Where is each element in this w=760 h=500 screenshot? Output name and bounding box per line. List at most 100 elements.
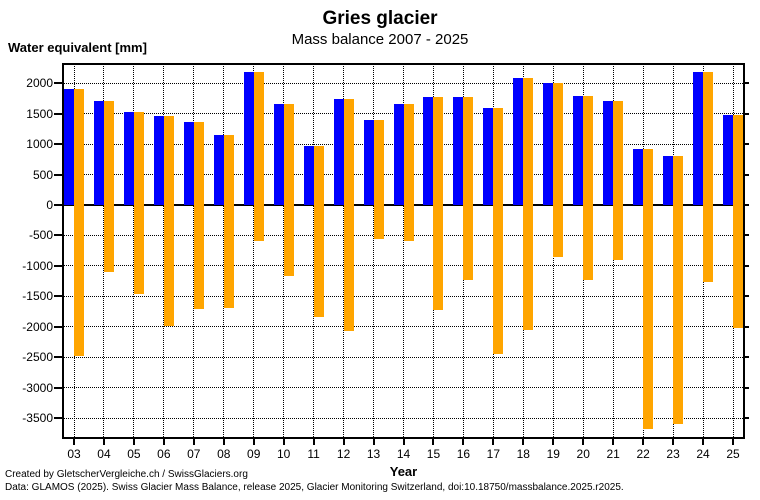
annual-balance-bar-06 (163, 116, 174, 327)
footer-credit: Created by GletscherVergleiche.ch / Swis… (5, 469, 248, 480)
horizontal-gridline (62, 82, 745, 84)
y-tick (54, 112, 62, 115)
winter-balance-bar-20 (573, 95, 584, 205)
y-tick-label: -1500 (22, 289, 53, 304)
winter-balance-bar-10 (273, 103, 284, 205)
x-tick-label: 19 (546, 447, 560, 461)
vertical-gridline (253, 63, 255, 439)
winter-balance-bar-06 (153, 116, 164, 205)
x-tick-label: 14 (396, 447, 411, 461)
plot-area (62, 63, 745, 439)
x-tick (222, 439, 225, 445)
y-tick-label: -3000 (22, 380, 53, 395)
winter-balance-bar-16 (453, 97, 464, 205)
x-tick-label: 06 (157, 447, 171, 461)
winter-balance-bar-25 (723, 115, 733, 205)
annual-balance-bar-18 (523, 78, 534, 330)
x-tick-label: 13 (366, 447, 381, 461)
annual-balance-bar-13 (373, 120, 384, 239)
x-tick (462, 439, 465, 445)
y-tick (54, 173, 62, 176)
x-tick-label: 23 (666, 447, 680, 461)
horizontal-gridline (62, 417, 745, 419)
x-tick (522, 439, 525, 445)
y-tick (54, 82, 62, 85)
y-tick-label: 1000 (26, 137, 53, 152)
annual-balance-bar-21 (613, 101, 624, 261)
winter-balance-bar-13 (363, 120, 374, 205)
winter-balance-bar-23 (663, 155, 674, 205)
x-tick-label: 09 (247, 447, 261, 461)
y-tick (54, 143, 62, 146)
y-tick-label: 0 (46, 197, 53, 212)
winter-balance-bar-22 (633, 149, 644, 205)
x-tick (312, 439, 315, 445)
annual-balance-bar-16 (463, 97, 474, 280)
footer-source: Data: GLAMOS (2025). Swiss Glacier Mass … (5, 482, 624, 493)
horizontal-gridline (62, 356, 745, 358)
x-tick-label: 12 (336, 447, 351, 461)
x-tick (492, 439, 495, 445)
y-tick-right (745, 143, 749, 146)
x-tick (732, 439, 734, 445)
winter-balance-bar-12 (333, 98, 344, 205)
y-tick-label: 2000 (26, 76, 53, 91)
y-tick-label: 1500 (26, 106, 53, 121)
horizontal-gridline (62, 295, 745, 297)
y-tick-right (745, 234, 749, 237)
y-tick-right (745, 295, 749, 298)
y-tick-right (745, 356, 749, 359)
annual-balance-bar-22 (643, 149, 654, 429)
x-tick (73, 439, 75, 445)
y-tick-label: -2500 (22, 350, 53, 365)
annual-balance-bar-05 (133, 111, 144, 294)
horizontal-gridline (62, 387, 745, 389)
annual-balance-bar-17 (493, 107, 504, 355)
x-tick (402, 439, 405, 445)
x-tick (672, 439, 675, 445)
annual-balance-bar-24 (703, 71, 714, 282)
annual-balance-bar-12 (343, 98, 354, 331)
annual-balance-bar-04 (103, 100, 114, 273)
annual-balance-bar-19 (553, 82, 564, 257)
horizontal-gridline (62, 326, 745, 328)
winter-balance-bar-08 (213, 134, 224, 205)
chart-subtitle: Mass balance 2007 - 2025 (291, 31, 469, 48)
y-tick-label: 500 (32, 167, 53, 182)
x-tick (342, 439, 345, 445)
y-tick-right (745, 173, 749, 176)
winter-balance-bar-17 (483, 107, 494, 205)
x-tick (372, 439, 375, 445)
winter-balance-bar-07 (183, 122, 194, 205)
x-tick-label: 03 (67, 447, 81, 461)
x-tick (132, 439, 135, 445)
x-tick-label: 10 (276, 447, 291, 461)
y-tick-label: -500 (28, 228, 53, 243)
y-tick-right (745, 264, 749, 267)
x-tick (432, 439, 435, 445)
winter-balance-bar-21 (603, 101, 614, 205)
annual-balance-bar-23 (673, 155, 684, 425)
winter-balance-bar-03 (64, 88, 74, 205)
y-axis-label: Water equivalent [mm] (8, 40, 147, 55)
x-tick-label: 24 (696, 447, 710, 461)
y-tick (54, 325, 62, 328)
vertical-gridline (373, 63, 375, 439)
x-tick (642, 439, 645, 445)
winter-balance-bar-11 (303, 146, 314, 205)
x-tick (192, 439, 195, 445)
annual-balance-bar-08 (223, 134, 234, 308)
annual-balance-bar-15 (433, 97, 444, 310)
y-tick-label: -3500 (22, 411, 53, 426)
x-tick (282, 439, 285, 445)
x-tick-label: 25 (726, 447, 740, 461)
winter-balance-bar-15 (423, 97, 434, 205)
annual-balance-bar-03 (74, 88, 84, 356)
x-tick-label: 07 (187, 447, 201, 461)
annual-balance-bar-25 (733, 115, 743, 329)
x-tick-label: 08 (217, 447, 231, 461)
x-tick-label: 21 (606, 447, 620, 461)
winter-balance-bar-04 (93, 100, 104, 205)
x-tick (252, 439, 255, 445)
